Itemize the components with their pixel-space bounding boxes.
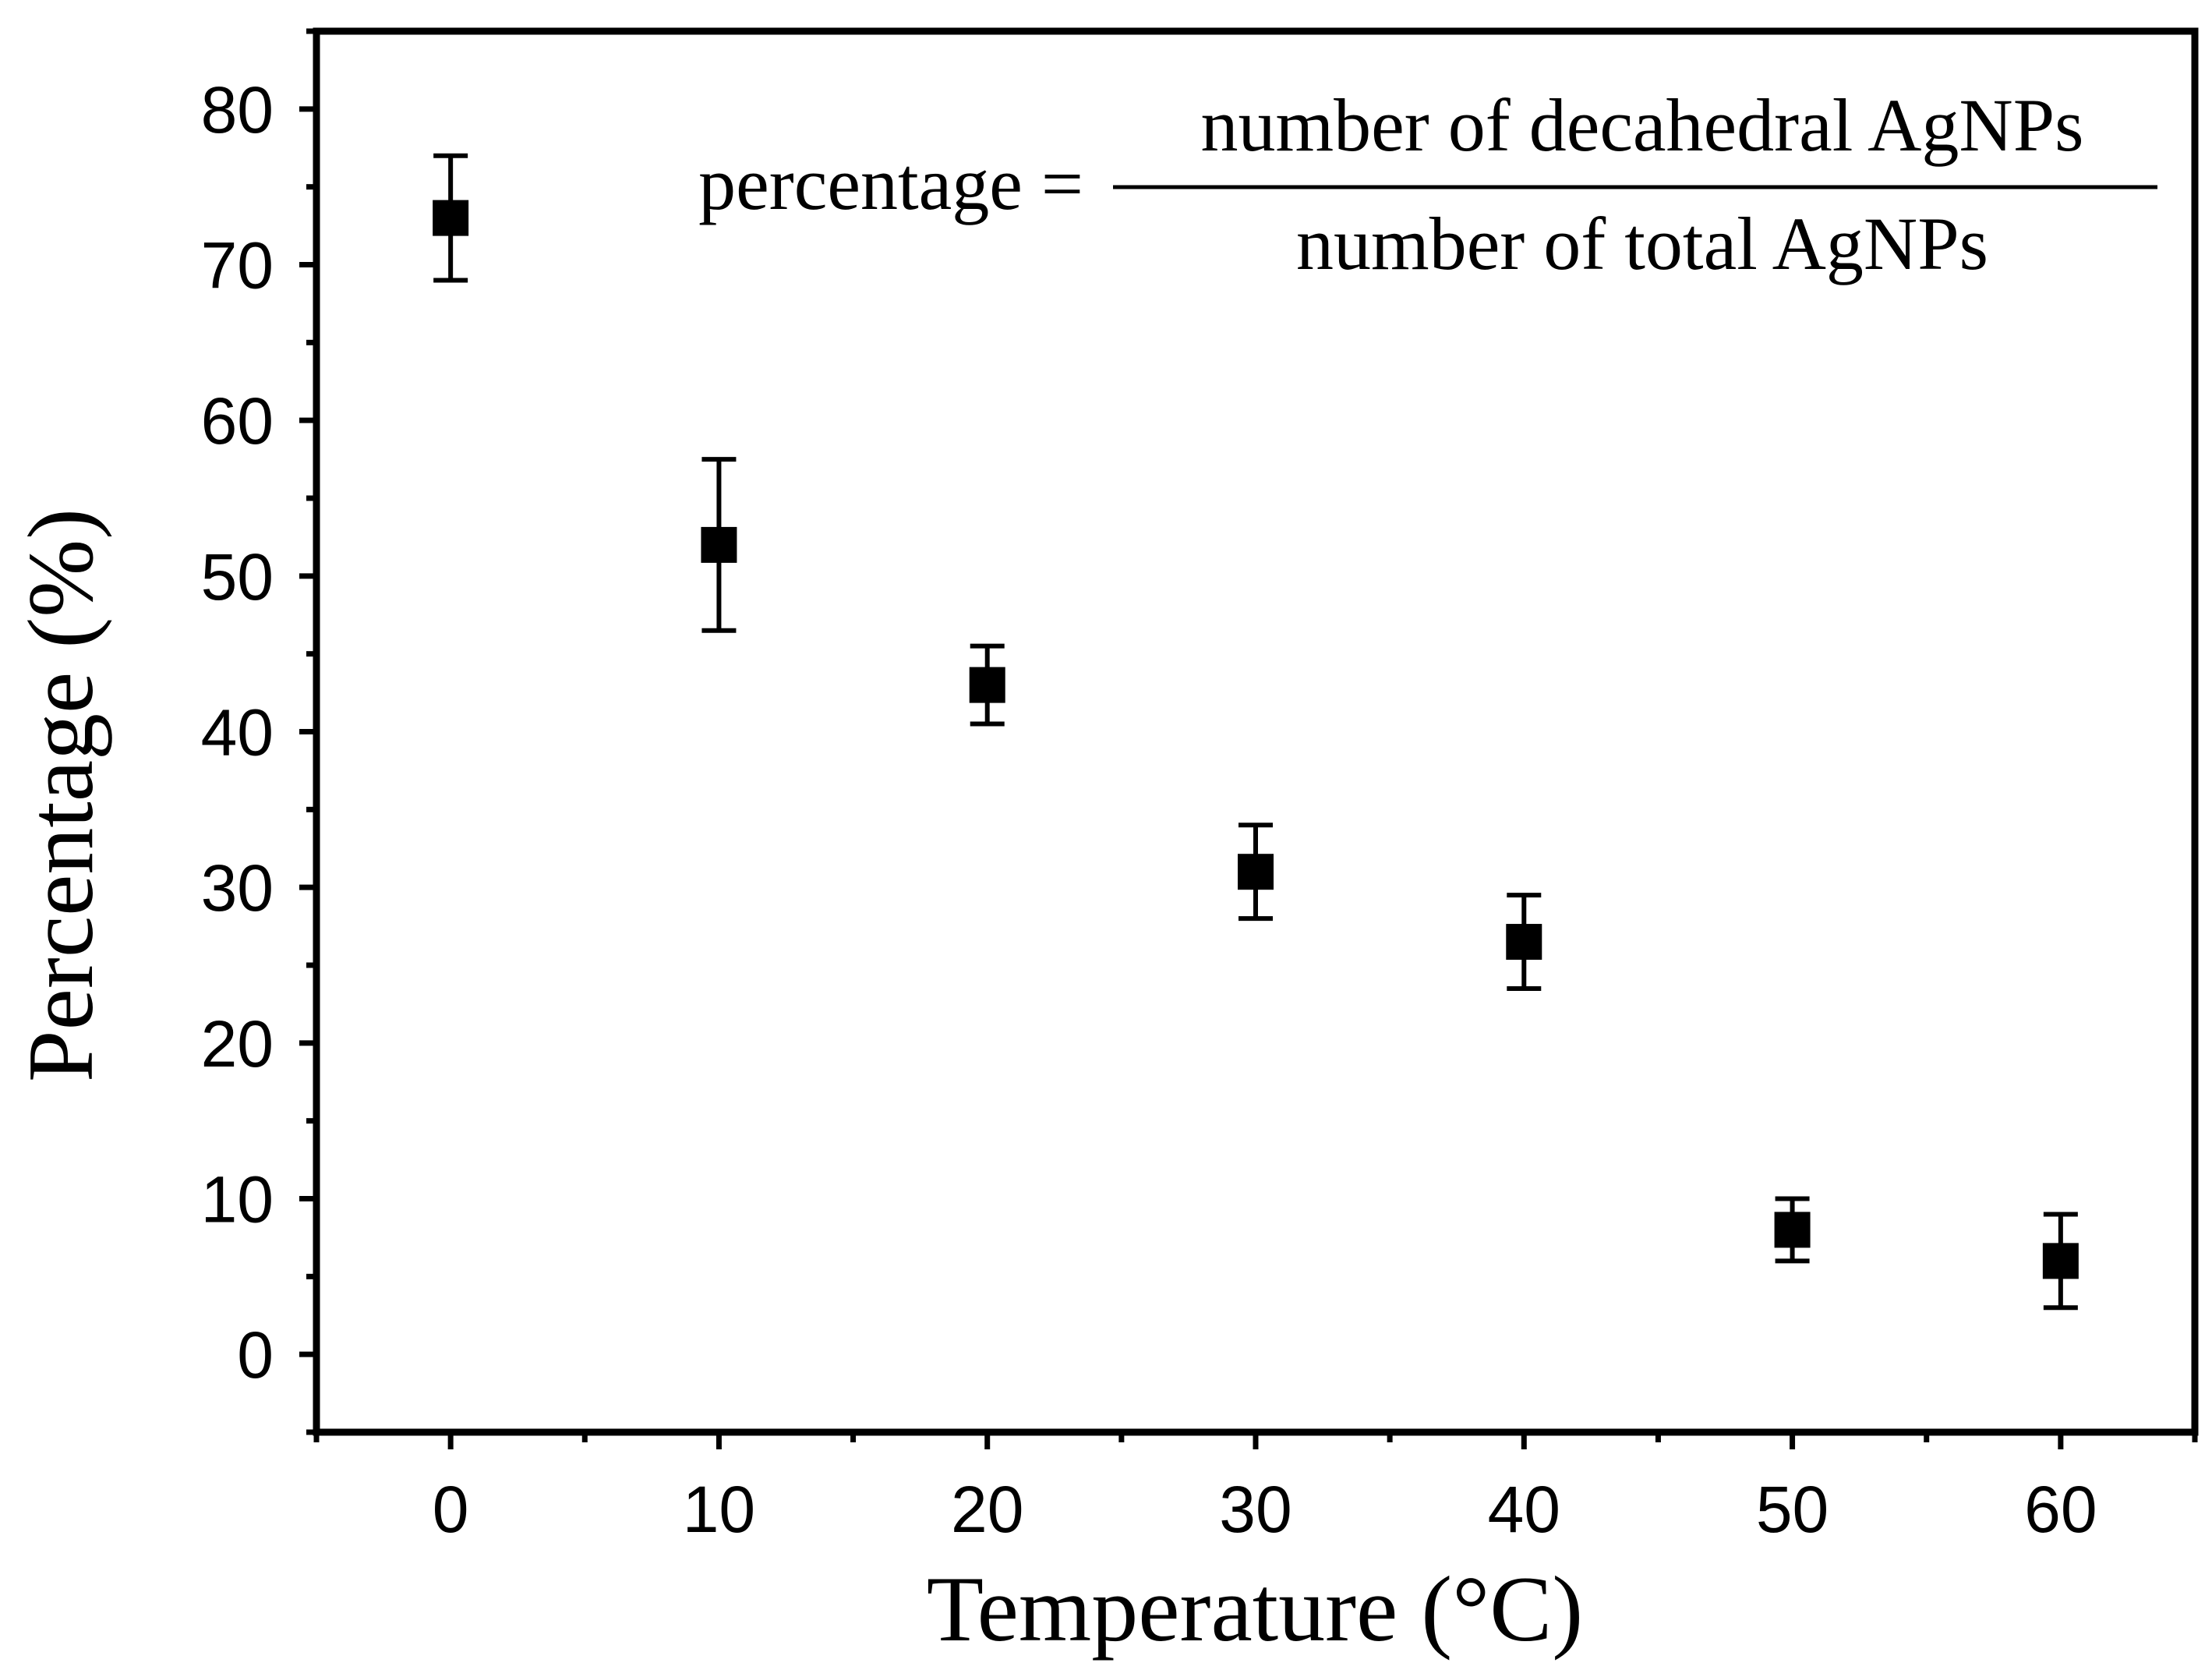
y-tick-label: 70 [201,229,274,302]
data-points [433,153,2079,1311]
x-tick-label: 30 [1219,1473,1292,1546]
x-axis-title: Temperature (°C) [927,1557,1584,1661]
x-tick-label: 50 [1756,1473,1829,1546]
data-point [701,457,737,633]
x-tick-label: 60 [2024,1473,2097,1546]
x-tick-label: 40 [1488,1473,1560,1546]
data-point [2042,1212,2079,1311]
square-marker [701,526,737,563]
y-tick-label: 20 [201,1007,274,1081]
square-marker [1506,924,1542,961]
y-axis-title: Percentage (%) [9,508,112,1082]
formula-annotation: percentage = number of decahedral AgNPs … [698,83,2157,285]
y-tick-label: 30 [201,851,274,925]
square-marker [433,200,469,236]
square-marker [2042,1243,2079,1279]
square-marker [1238,854,1274,890]
square-marker [1774,1212,1811,1248]
formula-denominator: number of total AgNPs [1296,202,1988,285]
formula-numerator: number of decahedral AgNPs [1200,83,2083,167]
data-point [1238,823,1274,922]
y-axis-ticks: 0 10 20 30 40 50 60 70 80 [201,28,316,1435]
y-tick-label: 0 [237,1318,274,1392]
data-point [1506,893,1542,991]
x-axis-ticks: 0 10 20 30 40 50 60 [313,1432,2198,1546]
x-tick-label: 20 [951,1473,1023,1546]
square-marker [969,667,1005,703]
data-point [1774,1196,1811,1264]
y-tick-label: 80 [201,73,274,147]
x-tick-label: 0 [433,1473,469,1546]
y-tick-label: 10 [201,1163,274,1237]
y-tick-label: 60 [201,384,274,458]
data-point [969,643,1005,727]
formula-lhs: percentage = [698,142,1083,225]
y-tick-label: 50 [201,540,274,614]
x-tick-label: 10 [683,1473,755,1546]
data-point [433,153,469,283]
y-tick-label: 40 [201,696,274,770]
